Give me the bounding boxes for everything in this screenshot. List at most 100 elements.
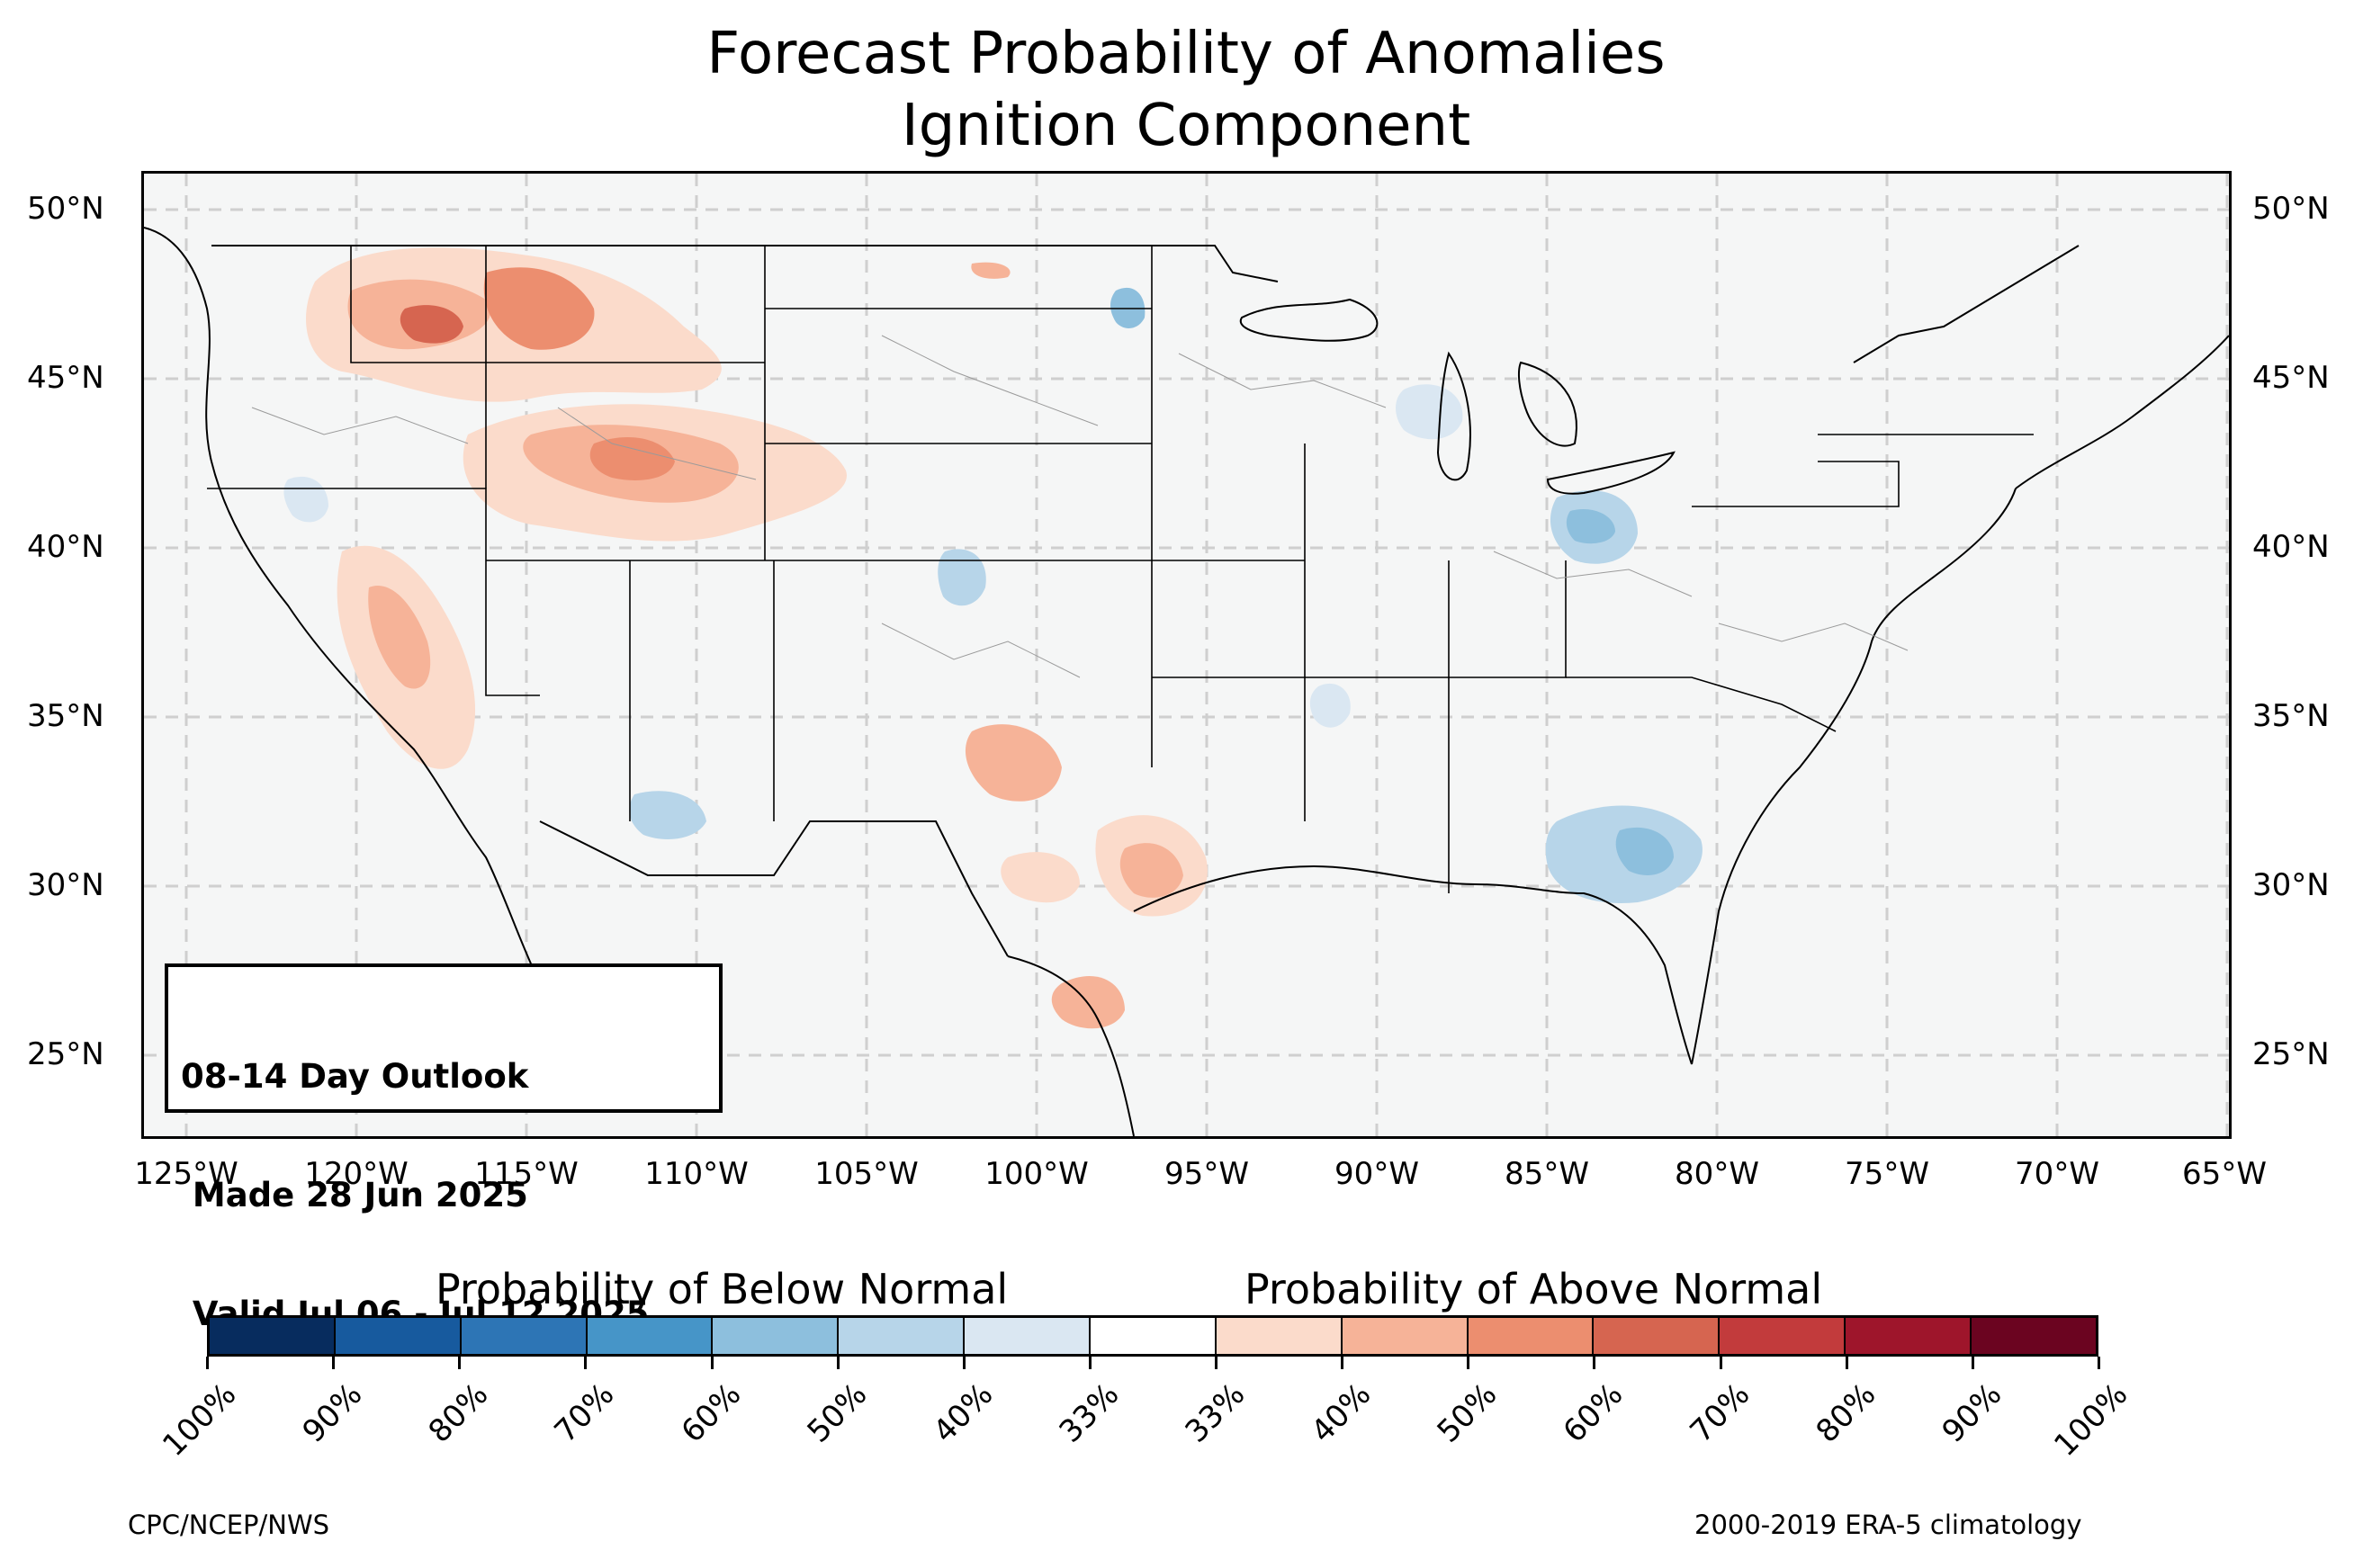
lake-michigan: [1436, 351, 1471, 481]
colorbar-tick-mark: [1846, 1357, 1848, 1369]
colorbar-tick-label: 70%: [547, 1376, 622, 1450]
new-england-coast: [2015, 335, 2229, 489]
colorbar-tick-label: 33%: [1178, 1376, 1253, 1450]
outlook-made-date: Made 28 Jun 2025: [181, 1176, 528, 1214]
colorbar-above-label: Probability of Above Normal: [1244, 1265, 1823, 1313]
lon-label-100w: 100°W: [984, 1156, 1089, 1192]
colorbar-tick-mark: [1720, 1357, 1722, 1369]
lon-label-70w: 70°W: [2015, 1156, 2099, 1192]
colorbar-swatch: [1594, 1318, 1721, 1354]
state-line-nc-sc: [1566, 676, 1837, 732]
atlantic-coast: [1691, 488, 2017, 1065]
lon-label-80w: 80°W: [1675, 1156, 1759, 1192]
colorbar-tick-mark: [1467, 1357, 1469, 1369]
colorbar-tick-label: 80%: [421, 1376, 496, 1450]
lat-label-left-25n: 25°N: [27, 1036, 104, 1072]
state-line-pa-ny: [1692, 461, 1900, 507]
lake-superior: [1239, 298, 1379, 342]
lake-erie: [1546, 451, 1676, 495]
anomaly-tx-south-50: [1051, 975, 1125, 1029]
colorbar-swatch: [210, 1318, 336, 1354]
map-canvas: [144, 174, 2229, 1136]
colorbar-tick-mark: [458, 1357, 461, 1369]
colorbar-tick-label: 33%: [1052, 1376, 1127, 1450]
anomaly-nv-40: [283, 476, 328, 523]
anomaly-az-50: [629, 791, 706, 839]
lon-label-110w: 110°W: [644, 1156, 749, 1192]
colorbar-tick-label: 60%: [674, 1376, 749, 1450]
us-mexico-border: [539, 820, 1009, 957]
lat-label-right-40n: 40°N: [2252, 529, 2330, 565]
lon-label-90w: 90°W: [1334, 1156, 1419, 1192]
anomaly-ca-50: [368, 586, 431, 689]
colorbar-swatch: [1846, 1318, 1972, 1354]
lon-label-105w: 105°W: [814, 1156, 919, 1192]
colorbar-swatch: [1342, 1318, 1469, 1354]
state-line-tn-ky: [1152, 560, 1567, 678]
lon-label-125w: 125°W: [134, 1156, 238, 1192]
state-borders: [207, 246, 2034, 893]
lat-label-left-45n: 45°N: [27, 360, 104, 396]
lat-label-left-35n: 35°N: [27, 698, 104, 734]
colorbar-tick-mark: [1972, 1357, 1974, 1369]
colorbar: [207, 1315, 2098, 1357]
lat-label-right-25n: 25°N: [2252, 1036, 2330, 1072]
anomaly-ar-40: [1309, 683, 1351, 728]
anomaly-ks-50: [938, 549, 986, 606]
colorbar-swatch: [1972, 1318, 2096, 1354]
gulf-coast: [1133, 865, 1693, 1065]
colorbar-tick-mark: [1215, 1357, 1217, 1369]
colorbar-swatch: [461, 1318, 588, 1354]
colorbar-tick-mark: [332, 1357, 335, 1369]
colorbar-swatch: [335, 1318, 462, 1354]
lon-label-115w: 115°W: [474, 1156, 579, 1192]
colorbar-tick-mark: [2098, 1357, 2100, 1369]
anomaly-tx-central-50: [1119, 843, 1183, 898]
lon-label-85w: 85°W: [1505, 1156, 1589, 1192]
colorbar-tick-label: 80%: [1809, 1376, 1883, 1450]
minor-borders: [251, 335, 1909, 678]
outlook-period: 08-14 Day Outlook: [181, 1057, 529, 1096]
us-canada-border-west: [211, 245, 1279, 282]
lon-label-65w: 65°W: [2182, 1156, 2267, 1192]
chart-title-line-2: Ignition Component: [901, 93, 1471, 159]
colorbar-tick-mark: [963, 1357, 966, 1369]
colorbar-tick-label: 100%: [2047, 1376, 2135, 1465]
colorbar-swatch: [1216, 1318, 1343, 1354]
colorbar-tick-label: 90%: [295, 1376, 370, 1450]
lat-label-right-45n: 45°N: [2252, 360, 2330, 396]
lat-label-left-50n: 50°N: [27, 191, 104, 227]
colorbar-tick-mark: [837, 1357, 840, 1369]
colorbar-tick-label: 40%: [1304, 1376, 1379, 1450]
outlook-info-box: 08-14 Day Outlook Made 28 Jun 2025 Valid…: [165, 963, 723, 1333]
gulf-coast-mexico: [1007, 955, 1135, 1136]
anomaly-ga-60: [1615, 827, 1674, 875]
colorbar-swatch: [1468, 1318, 1595, 1354]
colorbar-tick-mark: [1341, 1357, 1343, 1369]
lon-label-75w: 75°W: [1845, 1156, 1929, 1192]
lon-label-95w: 95°W: [1164, 1156, 1249, 1192]
colorbar-tick-label: 60%: [1556, 1376, 1631, 1450]
lat-label-left-30n: 30°N: [27, 867, 104, 903]
above-normal-areas: [306, 247, 1208, 1029]
colorbar-tick-label: 90%: [1935, 1376, 2009, 1450]
colorbar-tick-mark: [584, 1357, 587, 1369]
anomaly-oh-60: [1566, 508, 1615, 544]
anomaly-id-70: [400, 305, 463, 344]
chart-title-line-1: Forecast Probability of Anomalies: [706, 21, 1666, 87]
lat-label-right-30n: 30°N: [2252, 867, 2330, 903]
anomaly-wy-60: [589, 436, 675, 480]
state-line-ca-nv-or: [207, 488, 540, 696]
lon-label-120w: 120°W: [304, 1156, 409, 1192]
colorbar-tick-mark: [1593, 1357, 1595, 1369]
anomaly-tx-west-40: [1001, 852, 1080, 903]
anomaly-wi-40: [1396, 384, 1463, 440]
footer-climatology: 2000-2019 ERA-5 climatology: [1694, 1510, 2082, 1540]
colorbar-below-label: Probability of Below Normal: [436, 1265, 1009, 1313]
colorbar-tick-label: 70%: [1683, 1376, 1757, 1450]
colorbar-swatch: [587, 1318, 714, 1354]
lake-huron: [1517, 361, 1577, 447]
colorbar-swatch: [965, 1318, 1092, 1354]
lat-label-right-50n: 50°N: [2252, 191, 2330, 227]
colorbar-swatch: [1720, 1318, 1846, 1354]
